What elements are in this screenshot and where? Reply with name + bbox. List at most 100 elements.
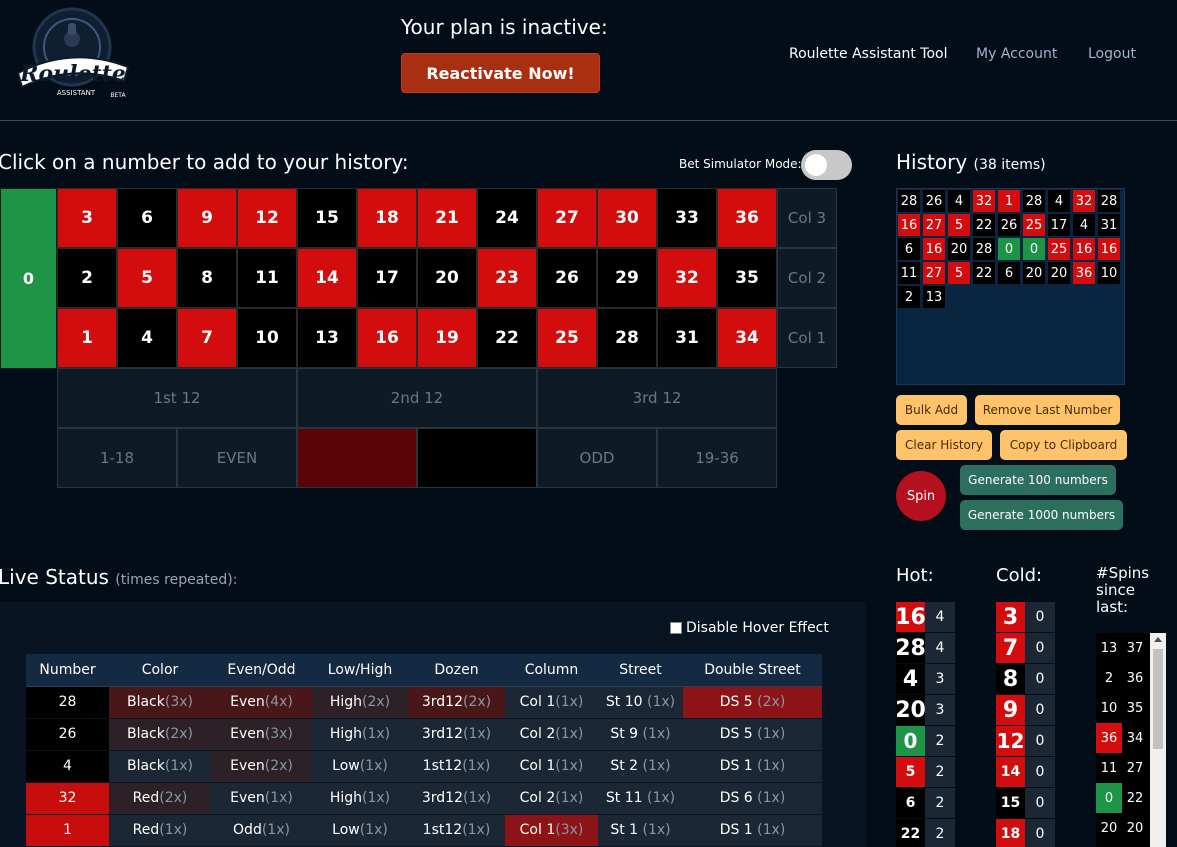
history-number: 13 [922,285,946,309]
generate-100-button[interactable]: Generate 100 numbers [960,465,1116,495]
status-value: Red [132,790,160,806]
clear-history-button[interactable]: Clear History [896,430,992,460]
nav-logout[interactable]: Logout [1088,46,1136,62]
hot-count: 2 [925,726,955,756]
hot-count: 2 [925,819,955,847]
number-cell[interactable]: 29 [597,248,657,308]
dozen-3-bet[interactable]: 3rd 12 [537,368,777,428]
status-cell: Col 1(1x) [505,750,598,783]
red-bet[interactable] [297,428,417,488]
spins-scrollbar[interactable] [1150,633,1166,847]
row-number: 4 [26,750,109,783]
number-cell[interactable]: 30 [597,188,657,248]
number-cell[interactable]: 25 [537,308,597,368]
status-value: Col 2 [519,790,556,806]
high-19-36-bet[interactable]: 19-36 [657,428,777,488]
column-2-bet[interactable]: Col 2 [777,248,837,308]
number-cell[interactable]: 4 [117,308,177,368]
spins-item: 20 20 [1096,813,1166,843]
number-cell[interactable]: 35 [717,248,777,308]
spins-title-line: since [1096,581,1135,599]
number-cell[interactable]: 16 [357,308,417,368]
history-number: 5 [947,261,971,285]
history-number: 4 [1072,213,1096,237]
spins-number: 0 [1096,783,1122,813]
status-cell: St 10 (1x) [598,686,683,719]
nav-my-account[interactable]: My Account [976,46,1058,62]
number-cell[interactable]: 33 [657,188,717,248]
number-cell[interactable]: 5 [117,248,177,308]
history-number: 28 [897,189,921,213]
status-value: Black [126,758,165,774]
number-cell[interactable]: 19 [417,308,477,368]
number-cell[interactable]: 12 [237,188,297,248]
number-cell[interactable]: 3 [57,188,117,248]
dozen-1-bet[interactable]: 1st 12 [57,368,297,428]
number-cell[interactable]: 11 [237,248,297,308]
status-value: Low [332,758,360,774]
number-cell[interactable]: 7 [177,308,237,368]
number-cell[interactable]: 23 [477,248,537,308]
checkbox-box[interactable] [670,622,682,634]
even-bet[interactable]: EVEN [177,428,297,488]
number-cell[interactable]: 18 [357,188,417,248]
number-cell[interactable]: 22 [477,308,537,368]
status-cell: Even(4x) [211,686,312,719]
history-number: 28 [972,237,996,261]
disable-hover-checkbox[interactable]: Disable Hover Effect [670,620,829,636]
repeat-count: (1x) [359,822,388,838]
number-cell[interactable]: 10 [237,308,297,368]
number-cell[interactable]: 15 [297,188,357,248]
number-cell[interactable]: 34 [717,308,777,368]
black-bet[interactable] [417,428,537,488]
number-cell[interactable]: 28 [597,308,657,368]
number-cell[interactable]: 6 [117,188,177,248]
scroll-up-icon[interactable] [1154,637,1162,642]
reactivate-button[interactable]: Reactivate Now! [401,53,600,93]
number-cell[interactable]: 32 [657,248,717,308]
bet-simulator-toggle[interactable] [801,150,852,180]
number-cell[interactable]: 27 [537,188,597,248]
number-cell[interactable]: 2 [57,248,117,308]
number-cell[interactable]: 9 [177,188,237,248]
status-cell: 1st12(1x) [408,814,505,847]
history-number: 16 [922,237,946,261]
history-number: 5 [947,213,971,237]
number-cell[interactable]: 24 [477,188,537,248]
nav-roulette-tool[interactable]: Roulette Assistant Tool [789,46,948,62]
number-cell[interactable]: 20 [417,248,477,308]
hot-count: 2 [925,757,955,787]
repeat-count: (1x) [555,694,584,710]
number-cell[interactable]: 17 [357,248,417,308]
spins-item: 2 36 [1096,663,1166,693]
generate-1000-button[interactable]: Generate 1000 numbers [960,500,1123,530]
bulk-add-button[interactable]: Bulk Add [896,395,967,425]
number-cell[interactable]: 1 [57,308,117,368]
number-cell[interactable]: 14 [297,248,357,308]
history-panel: 28 26 4 32 1 28 4 32 28 16 27 5 22 26 25 17 4 31 6 16 20 28 0 0… [896,188,1125,385]
low-1-18-bet[interactable]: 1-18 [57,428,177,488]
number-cell-0[interactable]: 0 [0,188,57,369]
number-cell[interactable]: 26 [537,248,597,308]
status-cell: Black(3x) [109,686,211,719]
number-cell[interactable]: 21 [417,188,477,248]
spin-button[interactable]: Spin [896,471,946,521]
copy-to-clipboard-button[interactable]: Copy to Clipboard [1000,430,1127,460]
bet-simulator-label: Bet Simulator Mode: [679,157,802,171]
dozen-2-bet[interactable]: 2nd 12 [297,368,537,428]
column-1-bet[interactable]: Col 1 [777,308,837,368]
number-cell[interactable]: 13 [297,308,357,368]
column-3-bet[interactable]: Col 3 [777,188,837,248]
number-cell[interactable]: 31 [657,308,717,368]
number-cell[interactable]: 36 [717,188,777,248]
status-cell: 3rd12(1x) [408,718,505,751]
scroll-thumb[interactable] [1153,649,1163,749]
table-row: 4 Black(1x) Even(2x) Low(1x) 1st12(1x) Col 1(… [26,750,822,783]
cold-number: 14 [996,757,1025,787]
roulette-logo[interactable]: Roulette ASSISTANT BETA [10,5,135,105]
odd-bet[interactable]: ODD [537,428,657,488]
hot-number: 5 [896,757,925,787]
spins-count: 20 [1126,820,1144,836]
number-cell[interactable]: 8 [177,248,237,308]
remove-last-number-button[interactable]: Remove Last Number [975,395,1120,425]
